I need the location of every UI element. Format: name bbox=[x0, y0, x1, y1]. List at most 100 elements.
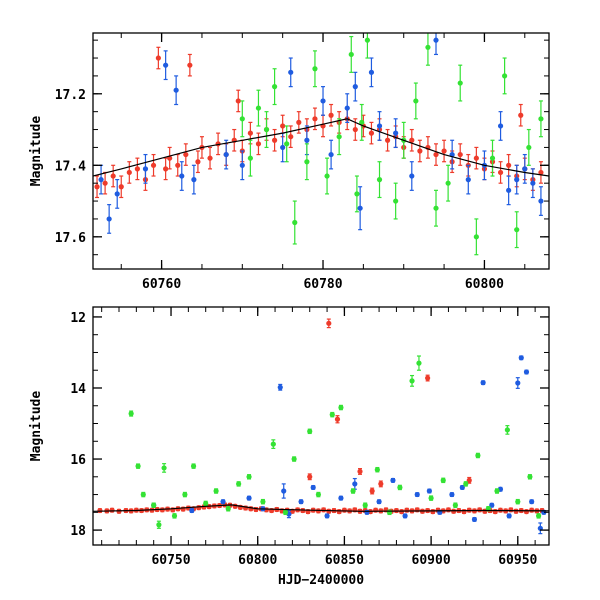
data-point-green bbox=[354, 175, 360, 213]
data-point-blue bbox=[489, 502, 495, 508]
series-blue bbox=[98, 33, 544, 234]
plot-frame bbox=[92, 32, 550, 270]
data-point-red bbox=[110, 164, 116, 188]
y-axis-title: Magnitude bbox=[29, 391, 44, 462]
data-point-green bbox=[502, 57, 508, 95]
data-point-blue bbox=[280, 132, 286, 163]
data-point-green bbox=[260, 498, 266, 505]
bottom-panel: 60750 60800 60850 60900 60950 12 14 16 18 Magnitu… bbox=[29, 306, 550, 588]
data-point-green bbox=[413, 82, 419, 120]
data-point-green bbox=[291, 456, 297, 462]
data-point-green bbox=[409, 374, 415, 387]
data-point-green bbox=[247, 139, 253, 177]
data-point-green bbox=[386, 509, 393, 516]
data-point-blue bbox=[142, 153, 149, 184]
data-point-blue bbox=[376, 499, 382, 505]
data-point-blue bbox=[191, 164, 197, 195]
data-point-red bbox=[102, 171, 108, 195]
data-point-green bbox=[433, 189, 439, 227]
data-point-red bbox=[126, 161, 132, 184]
data-point-red bbox=[466, 476, 472, 484]
data-point-blue bbox=[514, 164, 520, 195]
y-tick-label: 18 bbox=[70, 524, 86, 539]
data-point-blue bbox=[506, 175, 512, 206]
data-point-green bbox=[489, 139, 496, 177]
data-point-red bbox=[320, 114, 326, 138]
data-point-red bbox=[441, 139, 447, 163]
data-point-red bbox=[404, 507, 410, 513]
data-point-red bbox=[357, 468, 363, 475]
series-green bbox=[128, 355, 542, 529]
data-point-green bbox=[236, 481, 242, 487]
data-point-red bbox=[326, 318, 332, 329]
data-point-blue bbox=[523, 369, 530, 375]
y-axis-title: Magnitude bbox=[29, 116, 44, 187]
data-point-green bbox=[452, 502, 458, 508]
data-point-blue bbox=[538, 186, 544, 216]
data-point-blue bbox=[449, 491, 455, 498]
data-point-red bbox=[163, 157, 169, 181]
data-point-red bbox=[116, 508, 122, 514]
data-point-red bbox=[457, 143, 463, 166]
model-curve bbox=[93, 118, 549, 177]
data-point-green bbox=[428, 495, 434, 501]
data-point-blue bbox=[537, 522, 543, 535]
data-point-red bbox=[94, 175, 100, 199]
data-point-green bbox=[156, 520, 162, 529]
data-point-red bbox=[159, 507, 165, 513]
data-point-red bbox=[461, 509, 467, 515]
data-point-red bbox=[150, 153, 157, 177]
data-point-green bbox=[271, 68, 278, 106]
data-point-green bbox=[359, 103, 365, 141]
plot-frame bbox=[92, 306, 550, 546]
series-red bbox=[94, 46, 544, 199]
data-point-green bbox=[161, 463, 167, 473]
x-axis-title: HJD−2400000 bbox=[278, 573, 364, 588]
data-point-green bbox=[348, 35, 354, 73]
data-point-green bbox=[336, 118, 342, 156]
data-point-green bbox=[457, 64, 463, 102]
data-point-blue bbox=[106, 204, 112, 234]
y-tick-label: 17.6 bbox=[55, 231, 86, 246]
data-point-red bbox=[255, 132, 262, 156]
data-point-blue bbox=[368, 57, 375, 88]
data-point-green bbox=[203, 500, 209, 507]
x-tick-label: 60850 bbox=[325, 553, 364, 568]
model-curve bbox=[93, 504, 549, 512]
data-point-green bbox=[494, 488, 500, 494]
data-point-green bbox=[463, 481, 469, 487]
data-point-red bbox=[417, 139, 423, 163]
data-point-blue bbox=[220, 499, 226, 505]
data-point-green bbox=[515, 498, 521, 505]
y-tick-label: 16 bbox=[70, 453, 86, 468]
data-point-red bbox=[506, 153, 512, 177]
data-point-green bbox=[416, 355, 422, 371]
data-point-blue bbox=[433, 33, 439, 56]
data-point-red bbox=[195, 150, 201, 174]
data-point-red bbox=[167, 146, 173, 170]
data-point-green bbox=[445, 164, 451, 202]
data-point-blue bbox=[310, 484, 316, 491]
axis-ticks bbox=[93, 307, 549, 545]
data-point-blue bbox=[357, 186, 363, 231]
data-point-red bbox=[334, 415, 341, 424]
data-point-blue bbox=[402, 513, 408, 519]
data-point-red bbox=[508, 507, 514, 513]
data-point-red bbox=[368, 121, 375, 145]
data-point-red bbox=[321, 507, 327, 513]
data-point-blue bbox=[449, 139, 455, 170]
top-panel: 60760 60780 60800 17.2 17.4 17.6 Magnitude bbox=[29, 32, 550, 292]
data-point-green bbox=[397, 484, 403, 491]
data-point-blue bbox=[465, 164, 471, 195]
data-point-green bbox=[213, 488, 219, 494]
data-point-blue bbox=[328, 139, 334, 170]
data-point-blue bbox=[518, 355, 524, 361]
data-point-red bbox=[134, 157, 140, 181]
data-point-blue bbox=[298, 499, 304, 505]
data-point-green bbox=[255, 89, 262, 127]
data-point-green bbox=[362, 502, 368, 508]
data-point-blue bbox=[320, 86, 326, 116]
data-point-green bbox=[374, 466, 380, 473]
axis-ticks bbox=[93, 33, 549, 269]
